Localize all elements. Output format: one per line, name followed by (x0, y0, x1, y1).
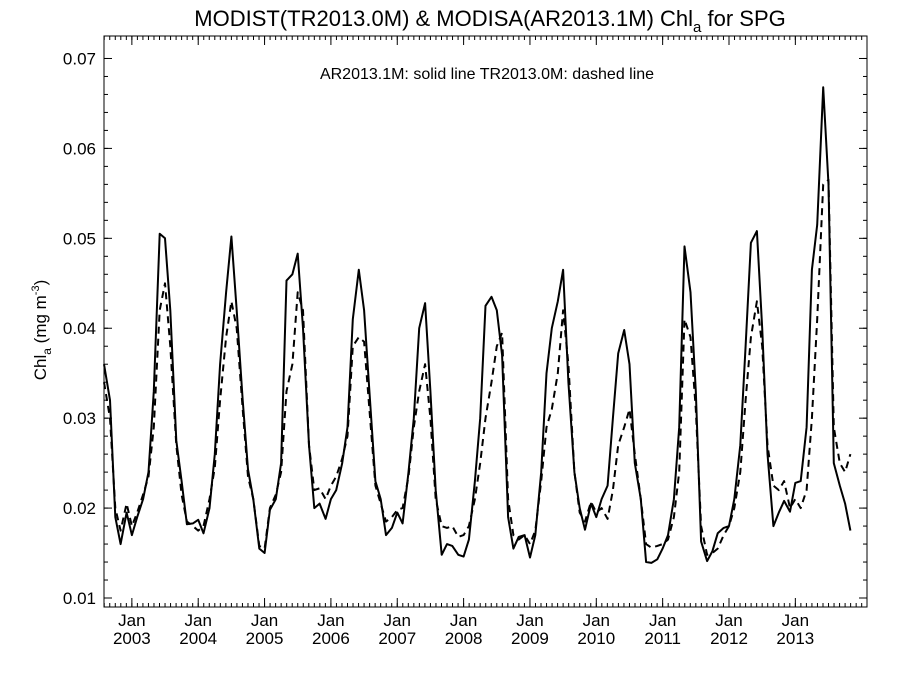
plot-area: 0.010.020.030.040.050.060.07Jan2003Jan20… (63, 35, 868, 648)
y-tick-label: 0.03 (63, 409, 96, 428)
x-tick-month-label: Jan (317, 611, 344, 630)
x-tick-month-label: Jan (649, 611, 676, 630)
x-tick-year-label: 2010 (577, 629, 615, 648)
x-tick-month-label: Jan (516, 611, 543, 630)
x-tick-year-label: 2008 (445, 629, 483, 648)
x-tick-year-label: 2009 (511, 629, 549, 648)
x-tick-year-label: 2013 (776, 629, 814, 648)
x-tick-year-label: 2007 (378, 629, 416, 648)
x-tick-month-label: Jan (185, 611, 212, 630)
title-main: MODIST(TR2013.0M) & MODISA(AR2013.1M) Ch… (194, 6, 693, 31)
x-tick-month-label: Jan (118, 611, 145, 630)
y-axis-label: Chla (mg m-3) (30, 280, 54, 381)
y-tick-label: 0.05 (63, 229, 96, 248)
x-tick-month-label: Jan (450, 611, 477, 630)
ylabel-superscript: -3 (30, 285, 42, 295)
ylabel-close: ) (31, 280, 50, 286)
x-tick-month-label: Jan (583, 611, 610, 630)
x-tick-year-label: 2005 (246, 629, 284, 648)
x-tick-year-label: 2011 (644, 629, 681, 648)
series-line-ar2013-1m (103, 86, 852, 564)
x-tick-month-label: Jan (715, 611, 742, 630)
legend-annotation: AR2013.1M: solid line TR2013.0M: dashed … (320, 66, 654, 83)
y-tick-label: 0.04 (63, 319, 96, 338)
x-tick-year-label: 2004 (179, 629, 217, 648)
y-tick-label: 0.01 (63, 589, 96, 608)
x-tick-year-label: 2003 (113, 629, 151, 648)
y-tick-label: 0.02 (63, 499, 96, 518)
y-tick-label: 0.06 (63, 139, 96, 158)
series-line-tr2013-0m (103, 178, 852, 556)
ylabel-subscript: a (40, 348, 54, 355)
title-subscript: a (693, 19, 702, 36)
chart-title: MODIST(TR2013.0M) & MODISA(AR2013.1M) Ch… (194, 6, 785, 36)
ylabel-main: Chl (31, 355, 50, 381)
title-tail: for SPG (701, 6, 785, 31)
x-tick-year-label: 2012 (710, 629, 748, 648)
ylabel-units: (mg m (31, 295, 50, 348)
x-tick-month-label: Jan (384, 611, 411, 630)
x-tick-year-label: 2006 (312, 629, 350, 648)
x-tick-month-label: Jan (782, 611, 809, 630)
x-tick-month-label: Jan (251, 611, 278, 630)
y-tick-label: 0.07 (63, 49, 96, 68)
